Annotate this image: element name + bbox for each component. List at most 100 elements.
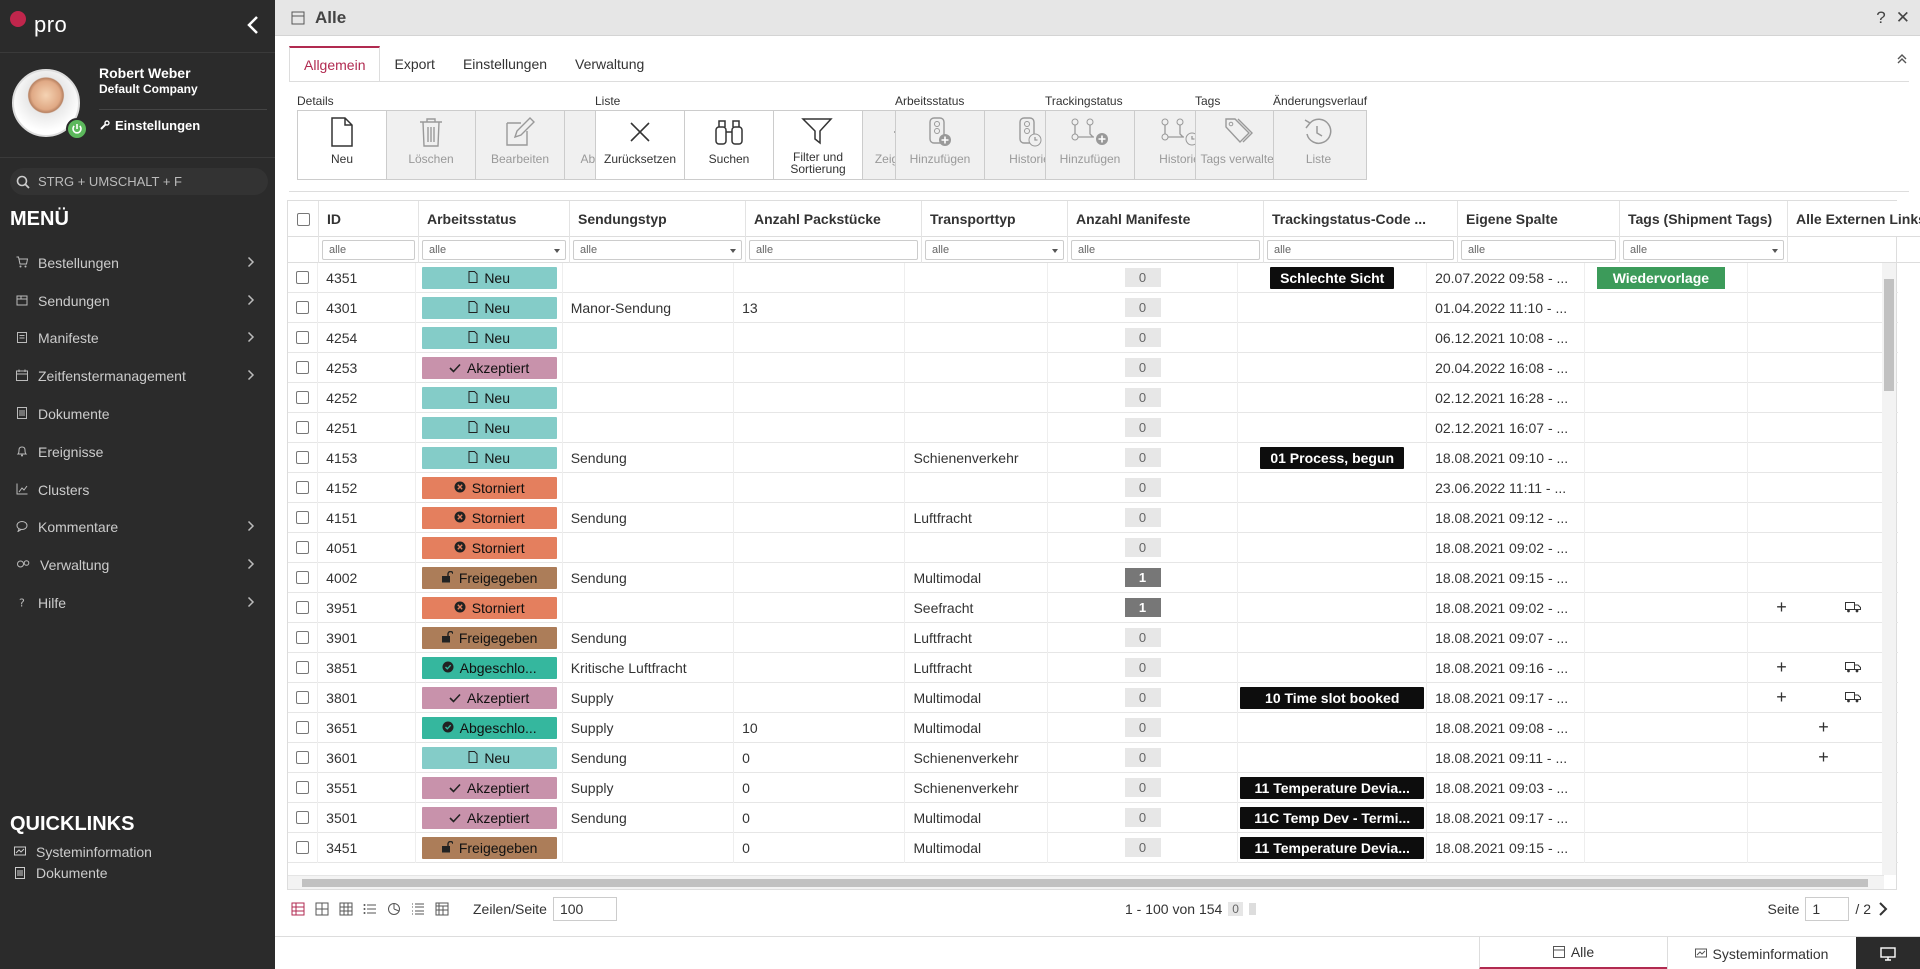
- close-button[interactable]: ✕: [1895, 8, 1910, 27]
- tab-verwaltung[interactable]: Verwaltung: [575, 56, 645, 72]
- row-checkbox[interactable]: [288, 292, 319, 323]
- truck-icon[interactable]: [1844, 660, 1861, 676]
- table-row[interactable]: 4051 Storniert 0 18.08.2021 09:02 - ...: [288, 532, 1898, 563]
- horizontal-scrollbar[interactable]: [288, 875, 1884, 889]
- ribbon-button-liste[interactable]: Liste: [1274, 111, 1363, 179]
- row-checkbox[interactable]: [288, 772, 319, 803]
- sidebar-item-manifeste[interactable]: Manifeste: [0, 320, 275, 358]
- table-row[interactable]: 3951 Storniert Seefracht 1 18.08.2021 09:02 …: [288, 592, 1898, 623]
- table-row[interactable]: 4254 Neu 0 06.12.2021 10:08 - ...: [288, 322, 1898, 353]
- column-header[interactable]: Arbeitsstatus: [419, 201, 570, 237]
- column-header[interactable]: ID: [319, 201, 419, 237]
- tab-export[interactable]: Export: [394, 56, 435, 72]
- ribbon-button-neu[interactable]: Neu: [298, 111, 387, 179]
- collapse-sidebar-button[interactable]: [240, 12, 266, 38]
- column-header[interactable]: Tags (Shipment Tags): [1620, 201, 1788, 237]
- row-checkbox[interactable]: [288, 712, 319, 743]
- ribbon-button-hinzufügen[interactable]: Hinzufügen: [1046, 111, 1135, 179]
- column-filter-input[interactable]: alle: [1461, 240, 1616, 260]
- row-checkbox[interactable]: [288, 532, 319, 563]
- table-row[interactable]: 3801 Akzeptiert Supply Multimodal 0 10 Time s…: [288, 682, 1898, 713]
- tab-einstellungen[interactable]: Einstellungen: [462, 56, 548, 72]
- row-checkbox[interactable]: [288, 442, 319, 473]
- ribbon-button-bearbeiten[interactable]: Bearbeiten: [476, 111, 565, 179]
- sidebar-item-ereignisse[interactable]: Ereignisse: [0, 433, 275, 471]
- bottom-tab-alle[interactable]: Alle: [1479, 937, 1667, 969]
- column-header[interactable]: Transporttyp: [922, 201, 1068, 237]
- sidebar-item-dokumente[interactable]: Dokumente: [0, 395, 275, 433]
- column-filter-input[interactable]: alle: [925, 240, 1064, 260]
- add-link-icon[interactable]: +: [1818, 747, 1829, 767]
- rows-per-page-input[interactable]: 100: [552, 897, 617, 921]
- truck-icon[interactable]: [1844, 690, 1861, 706]
- column-header[interactable]: Anzahl Packstücke: [746, 201, 922, 237]
- add-link-icon[interactable]: +: [1776, 657, 1787, 677]
- table-row[interactable]: 4251 Neu 0 02.12.2021 16:07 - ...: [288, 412, 1898, 443]
- ribbon-button-tags-verwalten[interactable]: Tags verwalten: [1196, 111, 1285, 179]
- next-page-icon[interactable]: [1877, 901, 1889, 917]
- table-view-icon[interactable]: [287, 898, 309, 920]
- column-filter-input[interactable]: alle: [573, 240, 742, 260]
- sidebar-item-zeitfenstermanagement[interactable]: Zeitfenstermanagement: [0, 357, 275, 395]
- column-header[interactable]: Eigene Spalte: [1458, 201, 1620, 237]
- row-checkbox[interactable]: [288, 472, 319, 503]
- row-checkbox[interactable]: [288, 622, 319, 653]
- logo[interactable]: pro: [10, 10, 67, 40]
- sidebar-item-kommentare[interactable]: Kommentare: [0, 509, 275, 547]
- table-row[interactable]: 4151 Storniert Sendung Luftfracht 0 18.08.202…: [288, 502, 1898, 533]
- sidebar-item-sendungen[interactable]: Sendungen: [0, 282, 275, 320]
- table-row[interactable]: 3851 Abgeschlo... Kritische Luftfracht Luft…: [288, 652, 1898, 683]
- row-checkbox[interactable]: [288, 322, 319, 353]
- help-button[interactable]: ?: [1876, 8, 1886, 27]
- row-checkbox[interactable]: [288, 592, 319, 623]
- ribbon-button-löschen[interactable]: Löschen: [387, 111, 476, 179]
- search-input[interactable]: STRG + UMSCHALT + F: [10, 168, 268, 195]
- pivot-view-icon[interactable]: [431, 898, 453, 920]
- column-filter-input[interactable]: alle: [422, 240, 566, 260]
- sidebar-item-clusters[interactable]: Clusters: [0, 471, 275, 509]
- column-filter-input[interactable]: alle: [1071, 240, 1260, 260]
- select-all-checkbox[interactable]: [288, 201, 319, 237]
- column-header[interactable]: Sendungstyp: [570, 201, 746, 237]
- add-link-icon[interactable]: +: [1776, 597, 1787, 617]
- profile-settings-link[interactable]: Einstellungen: [99, 118, 200, 133]
- row-checkbox[interactable]: [288, 682, 319, 713]
- table-row[interactable]: 4152 Storniert 0 23.06.2022 11:11 - ...: [288, 472, 1898, 503]
- table-row[interactable]: 3551 Akzeptiert Supply 0 Schienenverkehr 0 11 …: [288, 772, 1898, 803]
- table-row[interactable]: 4153 Neu Sendung Schienenverkehr 0 01 Process…: [288, 442, 1898, 473]
- grid-view-icon[interactable]: [311, 898, 333, 920]
- table-row[interactable]: 3501 Akzeptiert Sendung 0 Multimodal 0 11C Tem…: [288, 802, 1898, 833]
- ribbon-button-filter-und-sortierung[interactable]: Filter und Sortierung: [774, 111, 863, 179]
- ribbon-button-historie[interactable]: Historie: [1135, 111, 1224, 179]
- table-row[interactable]: 3451 Freigegeben 0 Multimodal 0 11 Temperatur…: [288, 832, 1898, 863]
- sidebar-item-bestellungen[interactable]: Bestellungen: [0, 244, 275, 282]
- quicklink-dokumente[interactable]: Dokumente: [14, 865, 264, 881]
- column-filter-input[interactable]: alle: [749, 240, 918, 260]
- add-link-icon[interactable]: +: [1776, 687, 1787, 707]
- ribbon-button-suchen[interactable]: Suchen: [685, 111, 774, 179]
- table-row[interactable]: 3901 Freigegeben Sendung Luftfracht 0 18.08.2…: [288, 622, 1898, 653]
- table-row[interactable]: 3601 Neu Sendung 0 Schienenverkehr 0 18.08.202…: [288, 742, 1898, 773]
- spreadsheet-view-icon[interactable]: [335, 898, 357, 920]
- ribbon-button-historie[interactable]: Historie: [985, 111, 1074, 179]
- screen-toggle-button[interactable]: [1856, 937, 1920, 969]
- detail-list-icon[interactable]: [407, 898, 429, 920]
- table-row[interactable]: 4002 Freigegeben Sendung Multimodal 1 18.08.2…: [288, 562, 1898, 593]
- table-row[interactable]: 4301 Neu Manor-Sendung 13 0 01.04.2022 11:10 …: [288, 292, 1898, 323]
- sidebar-item-verwaltung[interactable]: Verwaltung: [0, 546, 275, 584]
- row-checkbox[interactable]: [288, 802, 319, 833]
- tab-allgemein[interactable]: Allgemein: [289, 46, 381, 82]
- avatar[interactable]: [12, 69, 80, 137]
- table-row[interactable]: 3651 Abgeschlo... Supply 10 Multimodal 0 18.08…: [288, 712, 1898, 743]
- collapse-ribbon-button[interactable]: [1896, 52, 1908, 68]
- truck-icon[interactable]: [1844, 600, 1861, 616]
- row-checkbox[interactable]: [288, 832, 319, 863]
- column-header[interactable]: Trackingstatus-Code ...: [1264, 201, 1458, 237]
- ribbon-button-zurücksetzen[interactable]: Zurücksetzen: [596, 111, 685, 179]
- quicklink-systeminformation[interactable]: Systeminformation: [14, 844, 264, 860]
- row-checkbox[interactable]: [288, 502, 319, 533]
- bottom-tab-systeminformation[interactable]: Systeminformation: [1667, 937, 1855, 969]
- table-row[interactable]: 4252 Neu 0 02.12.2021 16:28 - ...: [288, 382, 1898, 413]
- row-checkbox[interactable]: [288, 412, 319, 443]
- column-filter-input[interactable]: alle: [322, 240, 415, 260]
